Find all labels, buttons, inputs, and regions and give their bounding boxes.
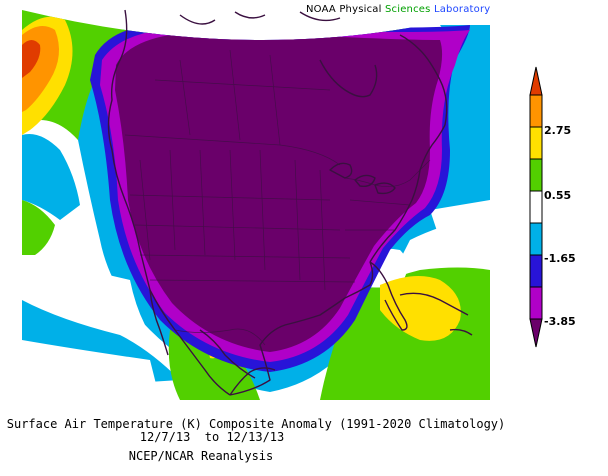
dataset-name: NCEP/NCAR Reanalysis: [128, 449, 274, 463]
colorbar-segment-3: [529, 158, 543, 192]
date-range: 12/7/13 to 12/13/13: [139, 430, 285, 444]
map-title: Surface Air Temperature (K) Composite An…: [6, 417, 506, 431]
colorbar-segment-6: [529, 254, 543, 288]
credit-prefix: NOAA Physical: [306, 4, 385, 15]
colorbar-segment-4: [529, 190, 543, 224]
colorbar-segment-top: [529, 66, 543, 96]
anomaly-purple-core: [115, 35, 443, 352]
colorbar-segment-bottom: [529, 318, 543, 348]
colorbar-segment-1: [529, 94, 543, 128]
colorbar-label-4: -3.85: [544, 315, 576, 328]
colorbar-label-2: 0.55: [544, 189, 572, 202]
colorbar-label-1: 2.75: [544, 124, 572, 137]
credit-line: NOAA Physical Sciences Laboratory: [306, 4, 490, 15]
credit-sciences: Sciences: [384, 4, 431, 15]
colorbar-label-3: -1.65: [544, 252, 576, 265]
colorbar: [529, 66, 543, 348]
coastlines: [107, 9, 473, 396]
colorbar-segment-2: [529, 126, 543, 160]
credit-laboratory: Laboratory: [433, 4, 491, 15]
colorbar-segment-7: [529, 286, 543, 320]
borders: [124, 49, 431, 346]
anomaly-yellow-caribbean: [380, 276, 461, 341]
colorbar-segment-5: [529, 222, 543, 256]
